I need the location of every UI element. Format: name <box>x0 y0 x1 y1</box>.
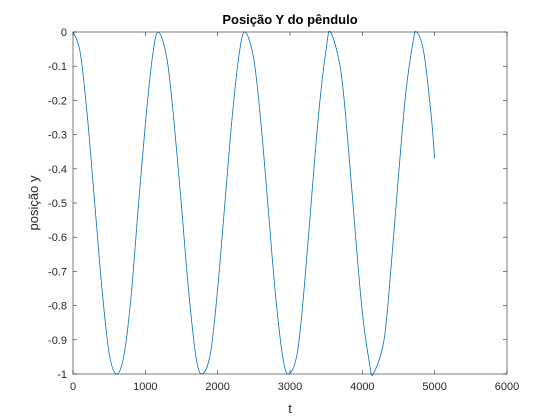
y-tick-label: -0.8 <box>48 301 67 313</box>
y-tick-label: -0.3 <box>48 130 67 142</box>
x-tick-label: 3000 <box>278 381 302 393</box>
x-tick-label: 4000 <box>350 381 374 393</box>
series-line-0 <box>72 30 436 376</box>
y-tick-label: -0.7 <box>48 266 67 278</box>
x-axis-label: t <box>288 401 292 416</box>
y-tick-label: -0.1 <box>48 61 67 73</box>
y-tick-label: -1 <box>57 369 67 381</box>
y-tick-label: -0.4 <box>48 164 67 176</box>
y-axis-label: posição y <box>26 175 41 230</box>
x-tick-label: 5000 <box>422 381 446 393</box>
x-tick-label: 6000 <box>495 381 519 393</box>
x-tick-label: 1000 <box>133 381 157 393</box>
y-tick-label: -0.6 <box>48 232 67 244</box>
plot-area <box>73 32 507 374</box>
y-tick-label: -0.2 <box>48 95 67 107</box>
y-tick-label: -0.5 <box>48 198 67 210</box>
y-tick-label: 0 <box>61 27 67 39</box>
x-tick-label: 0 <box>70 381 76 393</box>
y-tick-label: -0.9 <box>48 335 67 347</box>
x-tick-label: 2000 <box>205 381 229 393</box>
chart-title: Posição Y do pêndulo <box>222 12 357 27</box>
